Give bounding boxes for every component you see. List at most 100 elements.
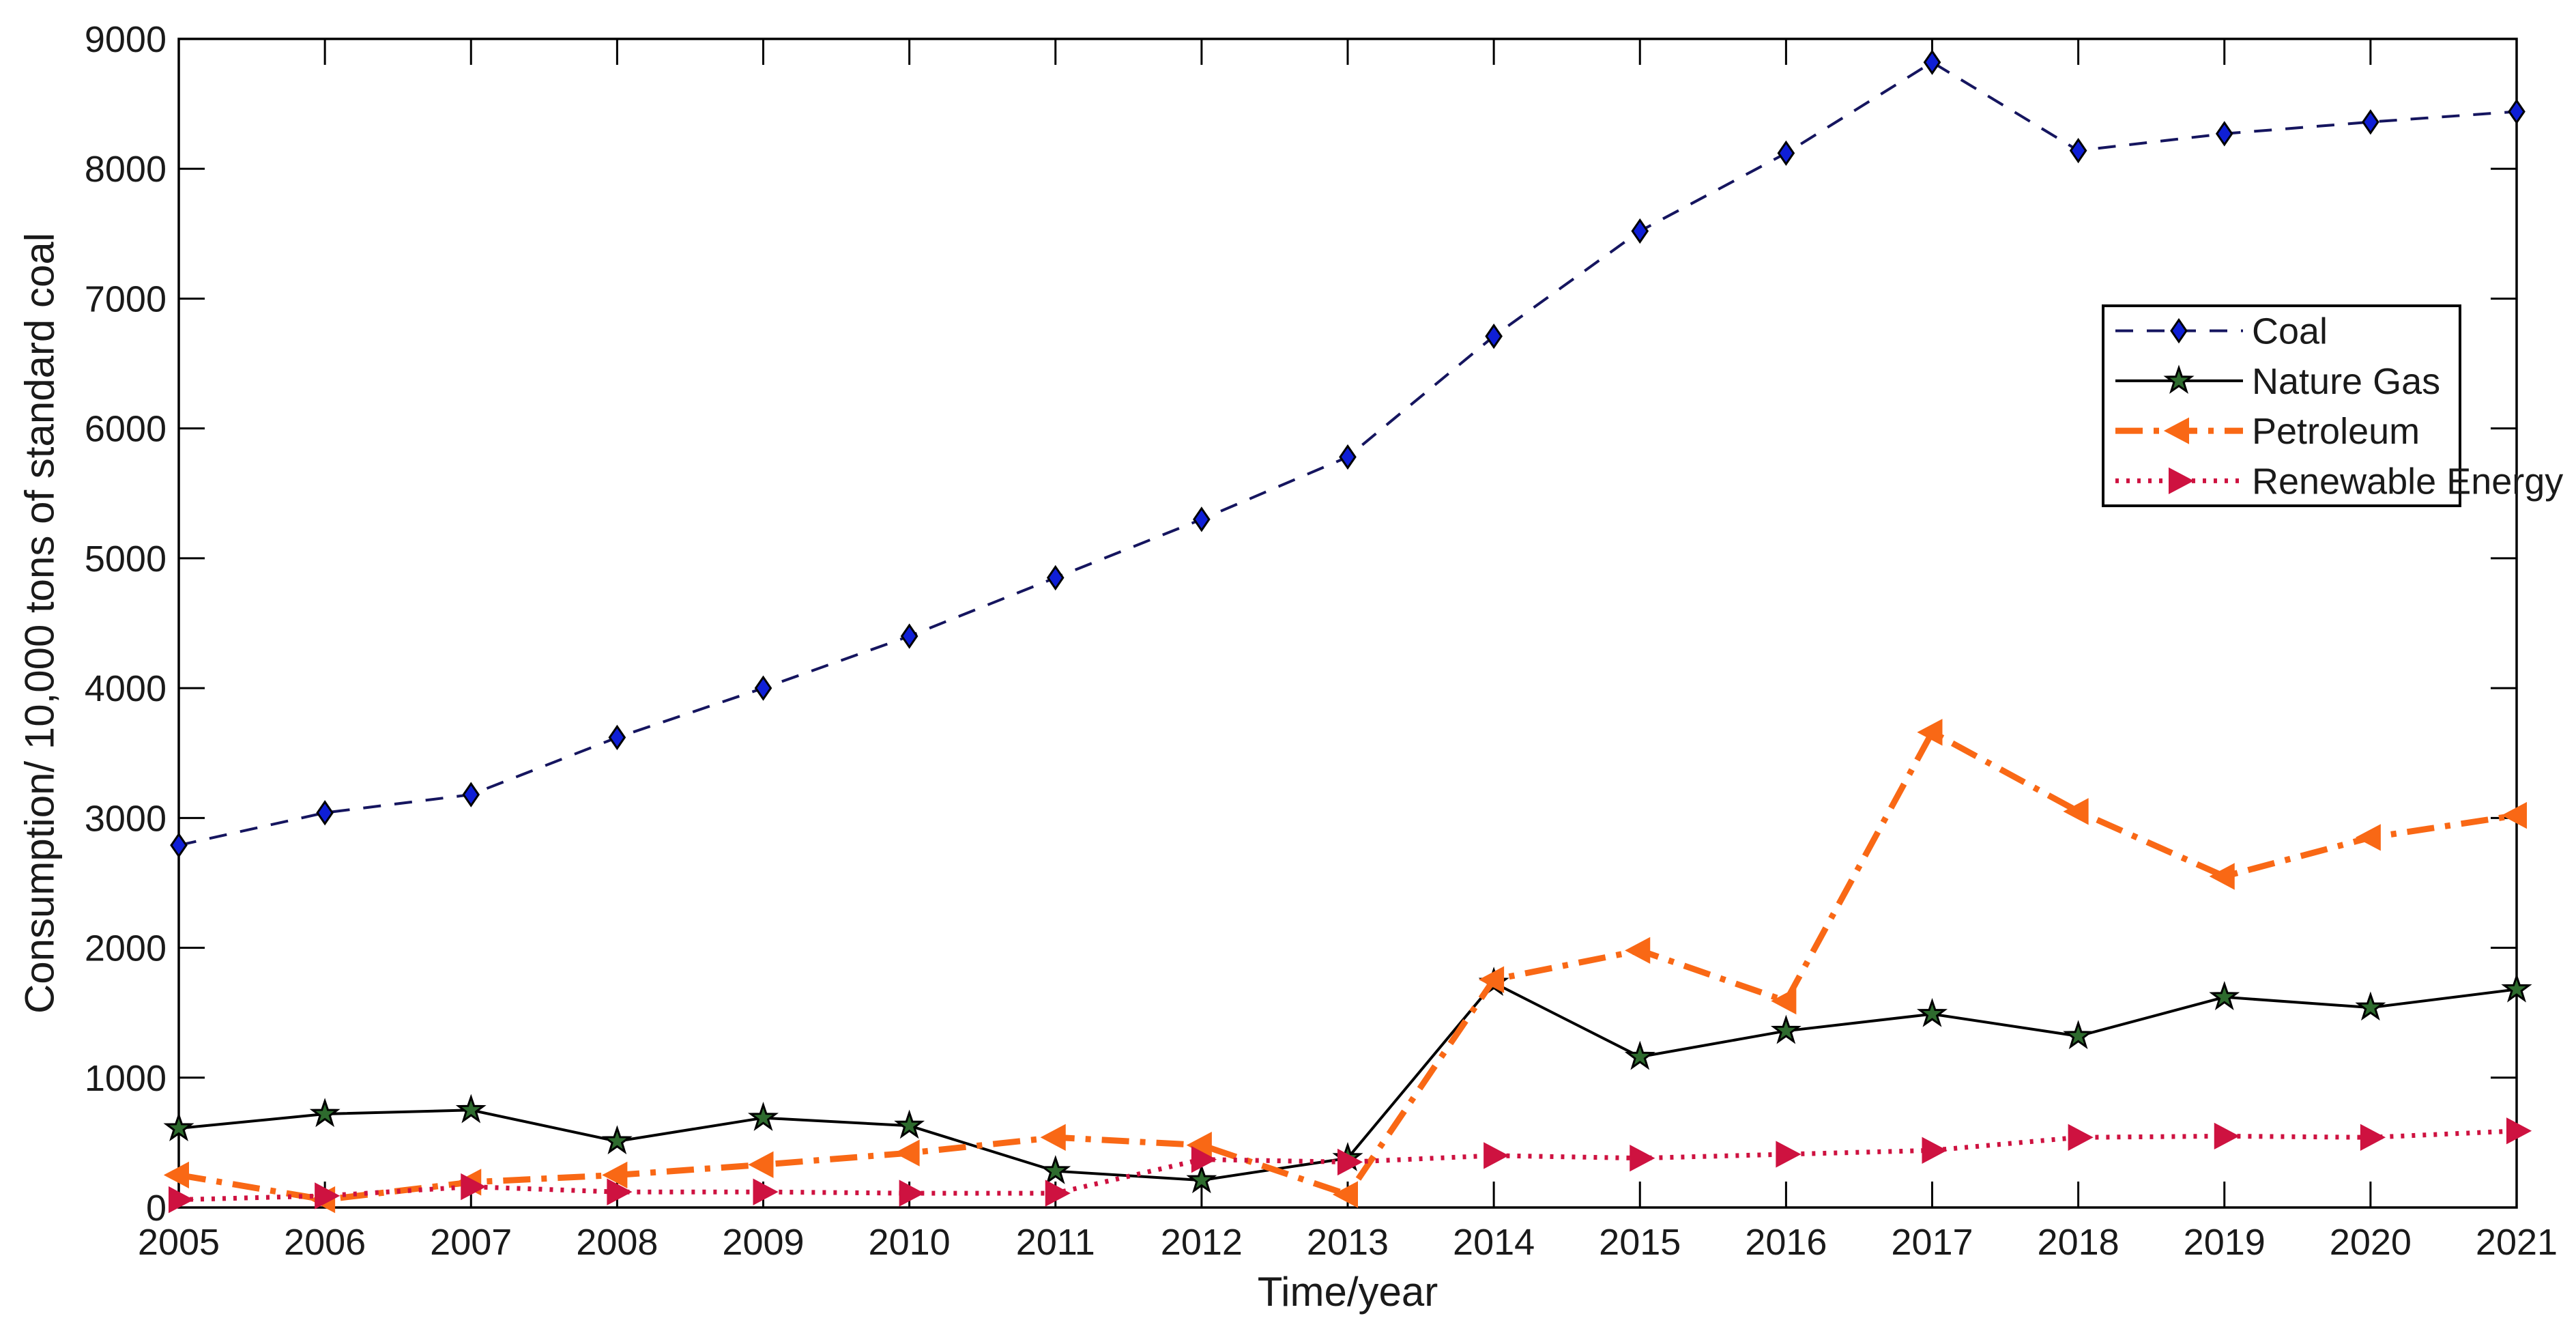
triangle-right-marker (461, 1173, 487, 1201)
triangle-left-marker (2501, 801, 2527, 829)
star-marker (747, 1102, 779, 1131)
diamond-marker (462, 782, 480, 808)
x-axis-label: Time/year (1257, 1269, 1438, 1315)
diamond-marker (1046, 565, 1065, 591)
y-axis-label: Consumption/ 10,000 tons of standard coa… (16, 232, 63, 1014)
star-marker (163, 1112, 194, 1142)
triangle-right-marker (1337, 1148, 1363, 1176)
triangle-right-marker (1045, 1180, 1071, 1207)
triangle-right-marker (2068, 1124, 2094, 1151)
star-marker (1770, 1014, 1801, 1044)
triangle-right-marker (169, 1186, 194, 1214)
x-tick-label: 2013 (1307, 1222, 1389, 1263)
triangle-right-marker (753, 1178, 779, 1205)
x-tick-label: 2009 (722, 1222, 804, 1263)
triangle-right-marker (1776, 1141, 1801, 1168)
star-marker (601, 1125, 633, 1155)
triangle-left-marker (2063, 798, 2089, 825)
diamond-marker (1193, 506, 1211, 532)
diamond-marker (170, 832, 188, 858)
legend-box (2102, 304, 2461, 507)
x-tick-label: 2011 (1016, 1222, 1095, 1263)
triangle-right-marker (1191, 1145, 1217, 1173)
diamond-marker (754, 675, 772, 701)
y-tick-label: 0 (146, 1188, 167, 1229)
diamond-marker (608, 724, 626, 751)
triangle-right-marker (1630, 1145, 1655, 1172)
diamond-marker (2069, 137, 2087, 164)
star-marker (2163, 365, 2195, 394)
diamond-marker (2508, 98, 2526, 125)
x-tick-label: 2017 (1891, 1222, 1973, 1263)
y-tick-label: 3000 (85, 798, 167, 839)
triangle-right-marker (2169, 467, 2195, 495)
star-marker (2355, 991, 2386, 1021)
triangle-left-marker (163, 1161, 189, 1189)
legend-label: Renewable Energy (2252, 461, 2563, 502)
triangle-right-marker (607, 1178, 633, 1205)
x-tick-label: 2018 (2038, 1222, 2119, 1263)
x-tick-label: 2007 (430, 1222, 512, 1263)
triangle-right-marker (1922, 1137, 1948, 1164)
star-marker (1624, 1040, 1655, 1070)
x-tick-label: 2010 (869, 1222, 951, 1263)
diamond-marker (2170, 317, 2188, 344)
y-tick-label: 8000 (85, 149, 167, 190)
legend-label: Coal (2252, 311, 2328, 352)
triangle-right-marker (2360, 1124, 2386, 1151)
star-marker (1040, 1155, 1071, 1184)
diamond-marker (316, 800, 334, 826)
x-tick-label: 2014 (1453, 1222, 1535, 1263)
series-line-petroleum (178, 728, 2517, 1203)
star-marker (2501, 973, 2532, 1003)
triangle-right-marker (2214, 1122, 2240, 1150)
triangle-left-marker (2163, 417, 2189, 444)
triangle-left-marker (2355, 824, 2381, 851)
triangle-right-marker (315, 1182, 341, 1210)
y-tick-label: 1000 (85, 1058, 167, 1099)
triangle-left-marker (1771, 987, 1797, 1015)
diamond-marker (900, 623, 918, 649)
y-tick-label: 6000 (85, 409, 167, 450)
triangle-left-marker (1332, 1181, 1358, 1208)
y-tick-label: 7000 (85, 278, 167, 319)
diamond-marker (2215, 121, 2233, 147)
x-tick-label: 2006 (284, 1222, 366, 1263)
triangle-right-marker (1484, 1142, 1509, 1169)
x-tick-label: 2008 (576, 1222, 658, 1263)
star-marker (455, 1094, 487, 1124)
x-tick-label: 2021 (2476, 1222, 2558, 1263)
triangle-right-marker (2506, 1117, 2532, 1145)
star-marker (1916, 997, 1948, 1027)
triangle-left-marker (894, 1139, 920, 1167)
triangle-right-marker (899, 1180, 925, 1207)
triangle-left-marker (602, 1161, 628, 1189)
diamond-marker (2362, 109, 2379, 135)
x-tick-label: 2016 (1745, 1222, 1827, 1263)
triangle-left-marker (2209, 863, 2235, 890)
y-tick-label: 9000 (85, 19, 167, 60)
diamond-marker (1485, 323, 1503, 349)
star-marker (1186, 1164, 1217, 1194)
diamond-marker (1923, 49, 1941, 75)
star-marker (309, 1098, 341, 1128)
plot-box (177, 38, 2518, 1209)
legend-label: Nature Gas (2252, 361, 2440, 402)
y-tick-label: 4000 (85, 668, 167, 709)
x-tick-label: 2015 (1599, 1222, 1681, 1263)
triangle-left-marker (1917, 719, 1943, 746)
x-tick-label: 2019 (2184, 1222, 2266, 1263)
triangle-left-marker (1040, 1124, 1066, 1151)
legend-label: Petroleum (2252, 411, 2420, 452)
x-tick-label: 2005 (138, 1222, 220, 1263)
diamond-marker (1777, 140, 1795, 167)
star-marker (2063, 1020, 2094, 1050)
triangle-left-marker (748, 1151, 774, 1178)
star-marker (894, 1109, 925, 1139)
star-marker (2209, 981, 2240, 1010)
triangle-left-marker (1478, 966, 1505, 993)
x-tick-label: 2020 (2330, 1222, 2412, 1263)
y-tick-label: 2000 (85, 928, 167, 969)
